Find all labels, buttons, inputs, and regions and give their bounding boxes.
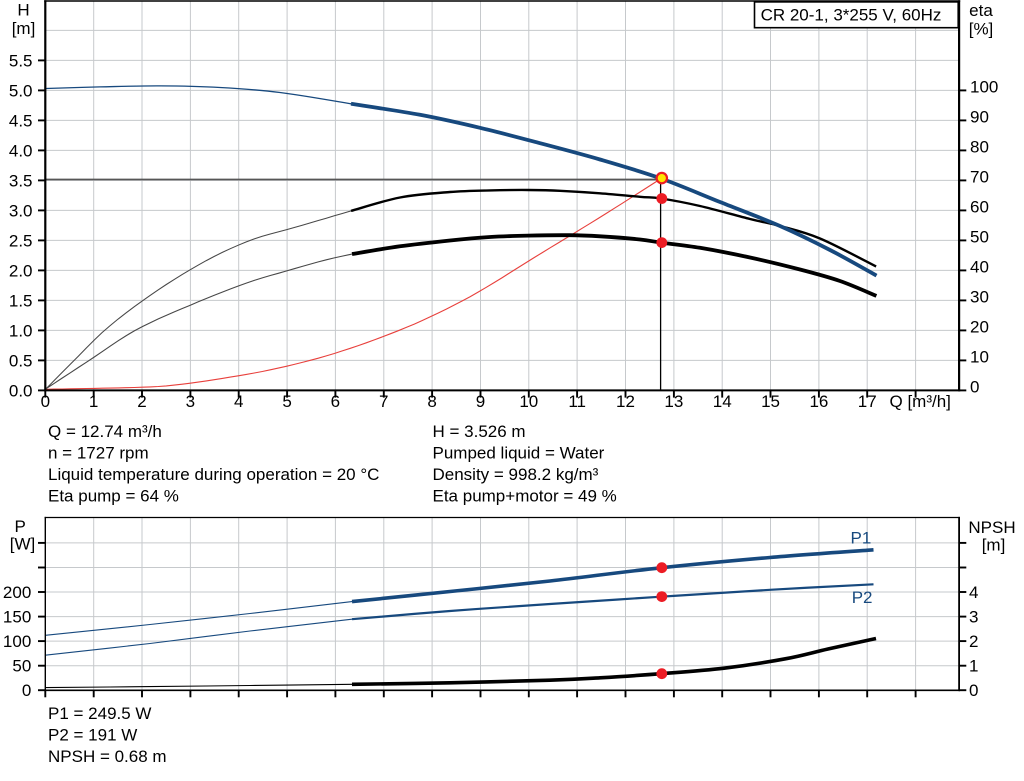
svg-text:0: 0: [970, 378, 979, 397]
svg-text:2: 2: [969, 632, 978, 651]
svg-text:P1: P1: [851, 528, 872, 547]
svg-text:17: 17: [858, 392, 877, 411]
svg-text:[%]: [%]: [969, 20, 994, 39]
svg-text:1: 1: [89, 392, 98, 411]
svg-text:100: 100: [970, 78, 998, 97]
svg-text:2.0: 2.0: [9, 261, 33, 280]
svg-text:0.5: 0.5: [9, 351, 33, 370]
svg-text:9: 9: [476, 392, 485, 411]
svg-text:0: 0: [41, 392, 50, 411]
svg-text:2: 2: [137, 392, 146, 411]
svg-text:4.5: 4.5: [9, 111, 33, 130]
svg-text:P2 = 191 W: P2 = 191 W: [48, 726, 137, 745]
svg-text:1.5: 1.5: [9, 291, 33, 310]
svg-text:n = 1727 rpm: n = 1727 rpm: [48, 444, 149, 463]
svg-text:0.0: 0.0: [9, 381, 33, 400]
svg-text:4: 4: [969, 583, 978, 602]
svg-text:30: 30: [970, 288, 989, 307]
svg-text:70: 70: [970, 168, 989, 187]
svg-text:4.0: 4.0: [9, 141, 33, 160]
svg-text:15: 15: [761, 392, 780, 411]
svg-text:P: P: [15, 517, 26, 536]
svg-text:90: 90: [970, 108, 989, 127]
svg-text:200: 200: [3, 583, 31, 602]
svg-text:0: 0: [22, 681, 31, 700]
svg-text:3.0: 3.0: [9, 201, 33, 220]
svg-text:1: 1: [969, 657, 978, 676]
svg-text:Density = 998.2 kg/m³: Density = 998.2 kg/m³: [433, 465, 599, 484]
svg-text:3: 3: [186, 392, 195, 411]
svg-text:2.5: 2.5: [9, 231, 33, 250]
svg-text:Eta pump = 64 %: Eta pump = 64 %: [48, 487, 179, 506]
svg-text:80: 80: [970, 138, 989, 157]
svg-text:5: 5: [282, 392, 291, 411]
svg-text:Eta pump+motor = 49 %: Eta pump+motor = 49 %: [433, 487, 617, 506]
svg-text:P2: P2: [852, 588, 873, 607]
svg-text:[m]: [m]: [982, 536, 1006, 555]
svg-text:13: 13: [664, 392, 683, 411]
svg-text:14: 14: [713, 392, 732, 411]
svg-text:40: 40: [970, 258, 989, 277]
svg-text:12: 12: [616, 392, 635, 411]
svg-text:11: 11: [568, 392, 586, 411]
svg-text:Q = 12.74 m³/h: Q = 12.74 m³/h: [48, 422, 162, 441]
svg-text:[m]: [m]: [12, 19, 36, 38]
svg-text:50: 50: [12, 657, 31, 676]
svg-text:5.0: 5.0: [9, 81, 33, 100]
svg-text:5.5: 5.5: [9, 51, 33, 70]
svg-text:50: 50: [970, 228, 989, 247]
svg-text:7: 7: [379, 392, 388, 411]
svg-text:0: 0: [969, 681, 978, 700]
svg-text:150: 150: [3, 608, 31, 627]
svg-text:NPSH = 0.68 m: NPSH = 0.68 m: [48, 747, 167, 766]
svg-text:Liquid temperature during oper: Liquid temperature during operation = 20…: [48, 465, 379, 484]
svg-text:Q [m³/h]: Q [m³/h]: [890, 392, 951, 411]
svg-text:3: 3: [969, 608, 978, 627]
svg-text:1.0: 1.0: [9, 321, 33, 340]
svg-text:16: 16: [809, 392, 828, 411]
svg-text:P1 = 249.5 W: P1 = 249.5 W: [48, 704, 151, 723]
svg-text:100: 100: [3, 632, 31, 651]
svg-text:60: 60: [970, 198, 989, 217]
svg-text:20: 20: [970, 318, 989, 337]
svg-text:NPSH: NPSH: [968, 518, 1015, 537]
svg-text:10: 10: [519, 392, 538, 411]
svg-text:H: H: [17, 1, 29, 20]
svg-text:6: 6: [331, 392, 340, 411]
svg-text:[W]: [W]: [10, 535, 36, 554]
svg-text:8: 8: [427, 392, 436, 411]
svg-text:CR 20-1, 3*255 V, 60Hz: CR 20-1, 3*255 V, 60Hz: [761, 5, 942, 24]
svg-text:3.5: 3.5: [9, 171, 33, 190]
svg-text:H = 3.526 m: H = 3.526 m: [433, 422, 526, 441]
svg-text:4: 4: [234, 392, 243, 411]
svg-text:10: 10: [970, 348, 989, 367]
svg-text:eta: eta: [969, 1, 993, 20]
svg-text:Pumped liquid = Water: Pumped liquid = Water: [433, 444, 605, 463]
